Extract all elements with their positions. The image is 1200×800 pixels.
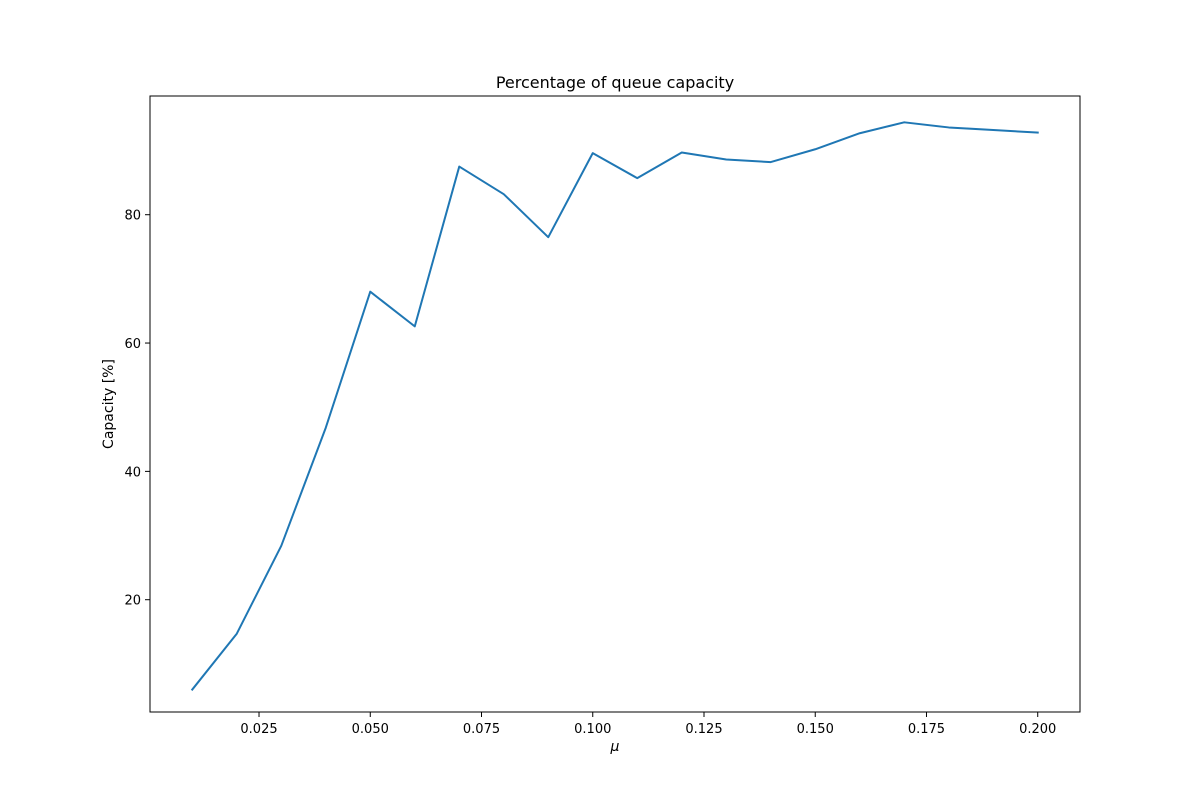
x-tick-label: 0.175 [908,722,945,737]
x-tick-label: 0.100 [574,722,611,737]
x-tick-label: 0.075 [463,722,500,737]
x-tick-label: 0.125 [685,722,722,737]
y-tick-label: 80 [124,209,141,224]
x-tick-label: 0.050 [352,722,389,737]
x-tick-label: 0.200 [1019,722,1056,737]
plot-frame [149,95,1081,713]
series-line-0 [190,121,1039,691]
chart-title: Percentage of queue capacity [496,73,734,92]
y-tick-label: 20 [124,594,141,609]
y-axis-label: Capacity [%] [101,359,117,449]
x-axis-label: μ [610,739,620,755]
x-tick-label: 0.025 [240,722,277,737]
x-tick-label: 0.150 [797,722,834,737]
y-tick-label: 40 [124,465,141,480]
plot-area: 0.025 0.050 0.075 0.100 0.125 0.150 0.175 0.200… [124,95,1081,737]
y-tick-label: 60 [124,337,141,352]
